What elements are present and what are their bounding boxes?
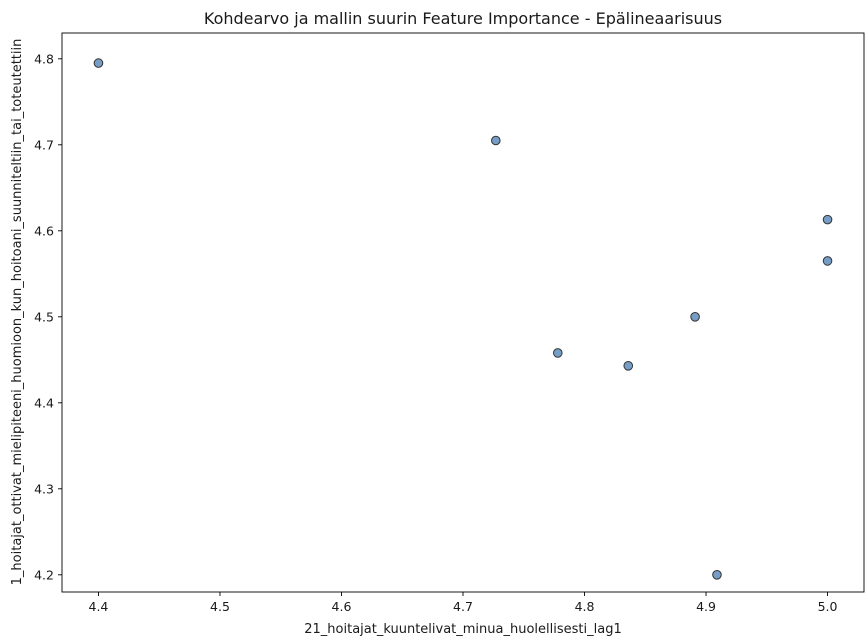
y-tick-label: 4.4: [34, 395, 54, 410]
y-tick-label: 4.6: [34, 223, 54, 238]
y-tick-label: 4.7: [34, 137, 54, 152]
x-tick-label: 4.6: [332, 599, 352, 614]
y-axis-label: 1_hoitajat_ottivat_mielipiteeni_huomioon…: [10, 39, 25, 586]
x-tick-label: 5.0: [818, 599, 838, 614]
x-tick-label: 4.7: [453, 599, 473, 614]
plot-frame: [61, 32, 865, 593]
x-tick-label: 4.9: [696, 599, 716, 614]
y-tick-label: 4.5: [34, 309, 54, 324]
data-point: [712, 570, 722, 580]
data-point: [822, 256, 833, 266]
y-tick-label: 4.8: [34, 51, 54, 66]
data-point: [690, 312, 700, 322]
x-tick-label: 4.8: [575, 599, 595, 614]
data-point: [93, 58, 104, 68]
x-axis-label: 21_hoitajat_kuuntelivat_minua_huolellise…: [304, 622, 621, 637]
plot-area: 4.4 4.5 4.6 4.7 4.8 4.9 5.0 4.2 4.3 4.4 4.5 4.6 4.7 4…: [34, 32, 865, 614]
data-point: [822, 214, 833, 225]
x-tick-label: 4.5: [210, 599, 230, 614]
data-point: [623, 361, 634, 371]
y-tick-label: 4.2: [34, 567, 54, 582]
x-tick-label: 4.4: [89, 599, 109, 614]
data-point: [491, 135, 501, 146]
chart-title: Kohdearvo ja mallin suurin Feature Impor…: [204, 9, 722, 28]
y-tick-label: 4.3: [34, 481, 54, 496]
data-point: [552, 348, 563, 358]
